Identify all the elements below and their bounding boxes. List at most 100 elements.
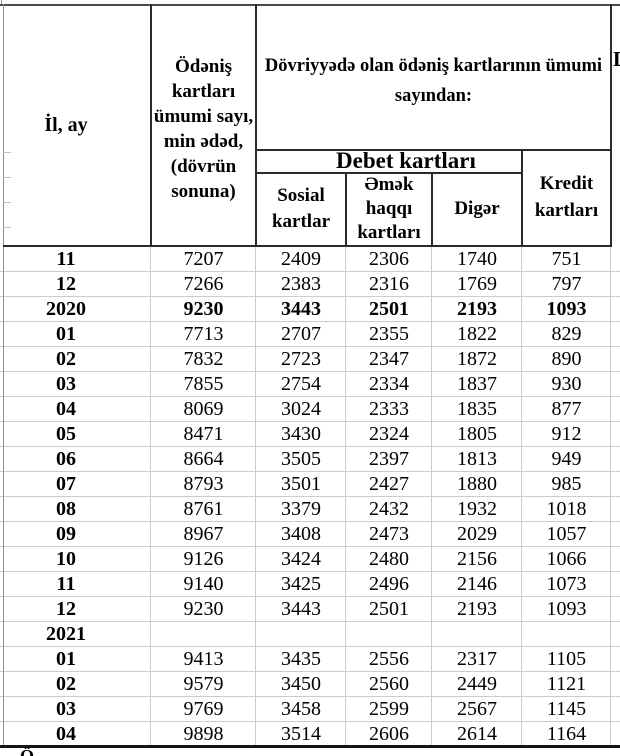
cell-credit-cards: 1093 [546, 298, 587, 320]
table-row: 05 8471 3430 2324 1805 912 [3, 422, 620, 447]
cell-credit-cards: 829 [551, 323, 582, 345]
cell-right-margin [611, 572, 620, 597]
column-gridline [431, 247, 432, 745]
cell-year-month: 12 [56, 273, 76, 295]
header-vertical-border [521, 149, 523, 247]
table-row: 01 7713 2707 2355 1822 829 [3, 322, 620, 347]
cell-total-cards: 9769 [183, 698, 224, 720]
header-credit-cards: Kredit kartları [534, 173, 599, 221]
row-gridlines [0, 247, 620, 745]
sheet-row-tick [3, 177, 11, 178]
table-row: 07 8793 3501 2427 1880 985 [3, 472, 620, 497]
cell-year-month: 06 [56, 448, 76, 470]
cell-credit-cards: 1018 [546, 498, 587, 520]
cell-right-margin [611, 697, 620, 722]
cell-year-month: 02 [56, 673, 76, 695]
cell-credit-cards: 1145 [546, 698, 587, 720]
cell-year-month: 11 [56, 573, 76, 595]
table-row: 2020 9230 3443 2501 2193 1093 [3, 297, 620, 322]
column-gridline [150, 247, 151, 745]
table-bottom-thick-border [0, 745, 620, 748]
cell-credit-cards [522, 622, 611, 647]
cell-right-margin [611, 547, 620, 572]
cell-year-month: 04 [56, 398, 76, 420]
cell-year-month: 01 [56, 648, 76, 670]
cell-total-cards: 8069 [183, 398, 224, 420]
cell-salary-cards: 2324 [369, 423, 409, 445]
cell-other-cards: 1872 [457, 348, 497, 370]
cell-other-cards: 1740 [457, 248, 497, 270]
header-vertical-border [345, 172, 347, 247]
cell-right-margin [611, 597, 620, 622]
cell-total-cards: 7266 [183, 273, 224, 295]
table-left-border [3, 4, 4, 745]
header-group-in-circulation: Dövriyyədə olan ödəniş kartlarının ümumi… [264, 55, 603, 106]
cell-other-cards: 1835 [457, 398, 497, 420]
cell-salary-cards: 2556 [369, 648, 409, 670]
cell-right-margin [611, 722, 620, 747]
cell-social-cards: 2409 [281, 248, 321, 270]
cell-right-margin [611, 647, 620, 672]
cell-salary-cards: 2306 [369, 248, 409, 270]
table-row: 04 9898 3514 2606 2614 1164 [3, 722, 620, 747]
cell-year-month: 04 [56, 723, 76, 745]
table-row: 03 9769 3458 2599 2567 1145 [3, 697, 620, 722]
header-vertical-border [431, 172, 433, 247]
cell-year-month: 12 [56, 598, 76, 620]
cell-year-month: 08 [56, 498, 76, 520]
table-row: 06 8664 3505 2397 1813 949 [3, 447, 620, 472]
cell-other-cards: 2029 [457, 523, 497, 545]
header-vertical-border [150, 4, 152, 247]
cell-year-month: 09 [56, 523, 76, 545]
column-gridline [610, 247, 611, 745]
cell-total-cards: 8471 [183, 423, 224, 445]
cell-salary-cards: 2397 [369, 448, 409, 470]
header-total-cards: Ödəniş kartları ümumi sayı, min ədəd, (dövrü… [153, 56, 254, 202]
cell-year-month: 02 [56, 348, 76, 370]
cell-year-month: 05 [56, 423, 76, 445]
cell-social-cards: 3425 [281, 573, 321, 595]
cell-total-cards: 8664 [183, 448, 224, 470]
cell-other-cards: 2146 [457, 573, 497, 595]
cell-total-cards: 9230 [183, 298, 224, 320]
table-row: 2021 [3, 622, 620, 647]
cell-year-month: 2020 [46, 298, 86, 320]
group-header-bottom-border [256, 149, 611, 151]
cell-year-month: 03 [56, 373, 76, 395]
cell-right-margin [611, 347, 620, 372]
cell-social-cards: 2707 [281, 323, 321, 345]
cell-other-cards: 1837 [457, 373, 497, 395]
table-row: 03 7855 2754 2334 1837 930 [3, 372, 620, 397]
cell-social-cards: 2383 [281, 273, 321, 295]
cell-credit-cards: 1066 [546, 548, 587, 570]
clipped-footnote-text: Ö [20, 747, 100, 756]
cell-social-cards: 3435 [281, 648, 321, 670]
cell-total-cards: 8761 [183, 498, 224, 520]
cell-salary-cards: 2606 [369, 723, 409, 745]
cell-credit-cards: 797 [551, 273, 582, 295]
cell-salary-cards: 2347 [369, 348, 409, 370]
cell-salary-cards: 2496 [369, 573, 409, 595]
clipped-next-column-letter: D [613, 44, 620, 74]
header-social-cards: Sosial kartlar [271, 184, 331, 232]
cell-social-cards: 3514 [281, 723, 321, 745]
cell-social-cards: 3450 [281, 673, 321, 695]
cell-total-cards: 9126 [183, 548, 224, 570]
cell-social-cards [256, 622, 346, 647]
cell-social-cards: 3379 [281, 498, 321, 520]
cell-salary-cards: 2355 [369, 323, 409, 345]
cell-credit-cards: 1073 [546, 573, 587, 595]
table-row: 12 9230 3443 2501 2193 1093 [3, 597, 620, 622]
cell-credit-cards: 949 [551, 448, 582, 470]
cell-credit-cards: 1164 [546, 723, 587, 745]
cell-credit-cards: 912 [551, 423, 582, 445]
cell-social-cards: 3424 [281, 548, 321, 570]
cell-other-cards: 2193 [457, 598, 497, 620]
cell-social-cards: 3408 [281, 523, 321, 545]
table-row: 01 9413 3435 2556 2317 1105 [3, 647, 620, 672]
cell-credit-cards: 751 [551, 248, 582, 270]
cell-salary-cards: 2501 [369, 598, 409, 620]
cell-year-month: 2021 [46, 623, 86, 645]
